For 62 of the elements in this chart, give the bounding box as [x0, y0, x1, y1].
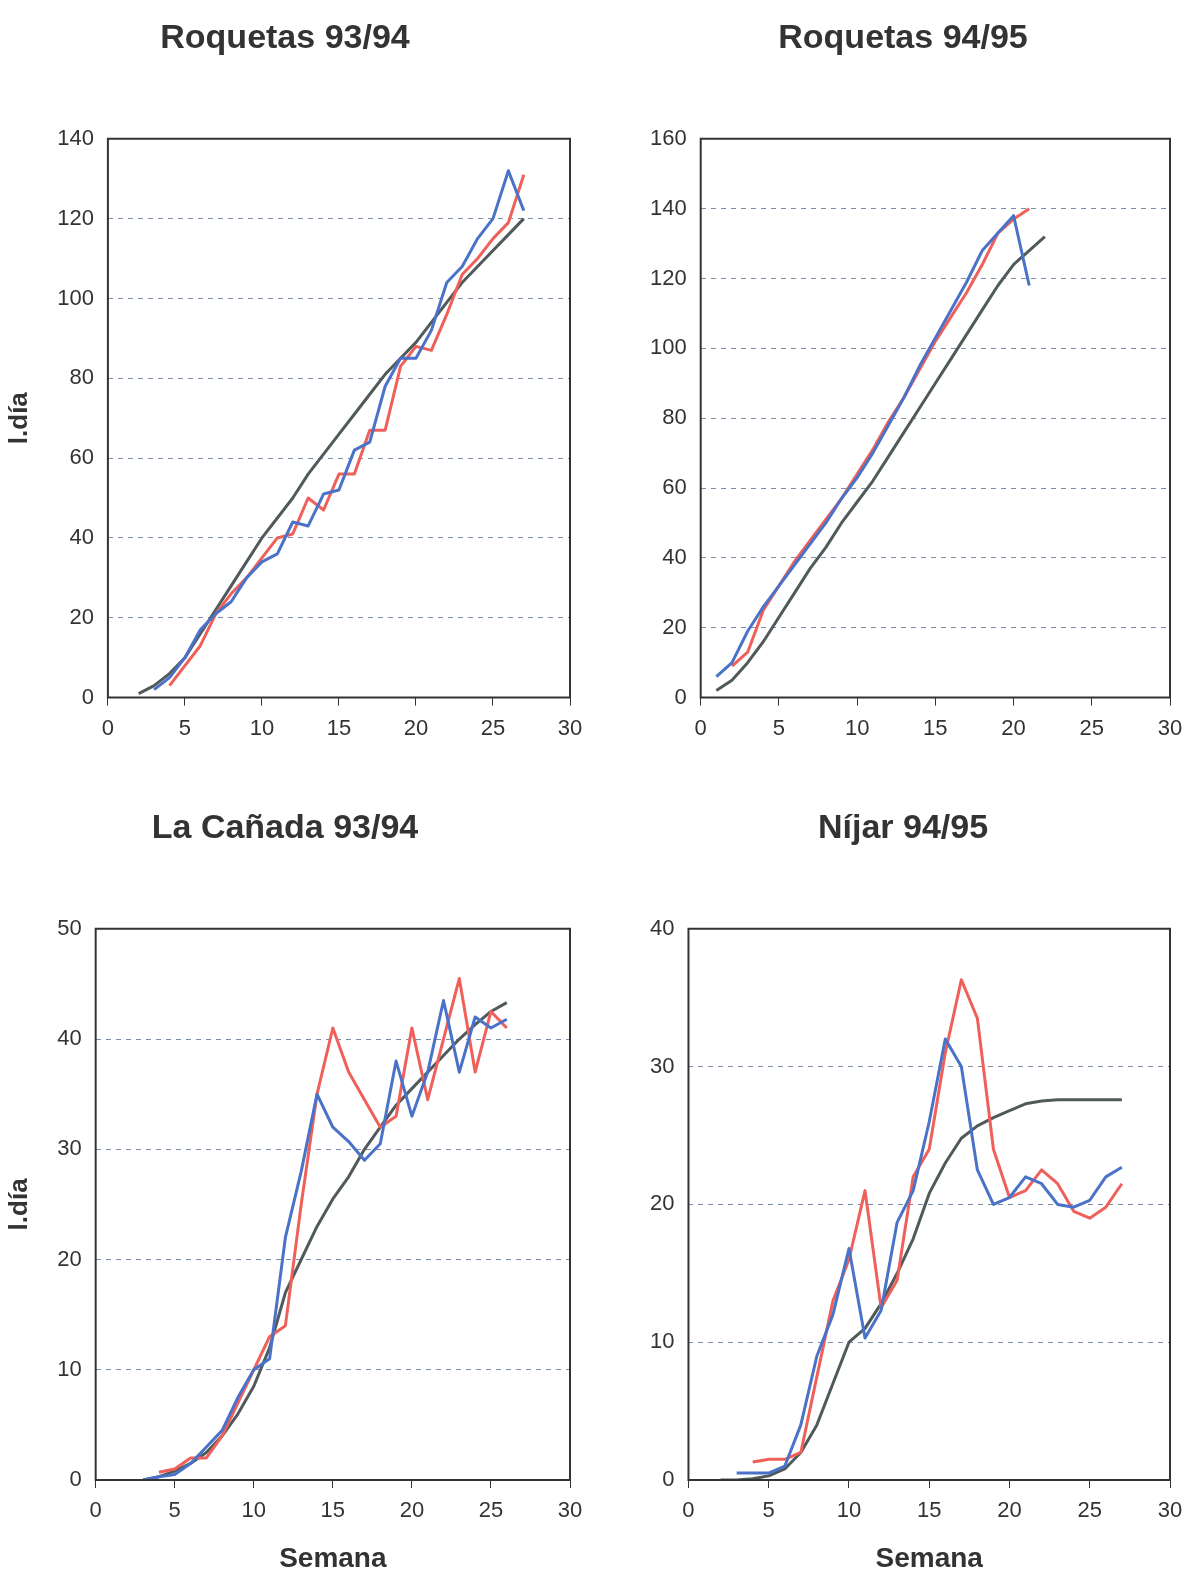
y-tick-label: 0 [662, 1466, 675, 1492]
y-tick-label: 0 [69, 1466, 82, 1492]
x-axis-title: Semana [875, 1541, 984, 1573]
y-tick-label: 30 [649, 1052, 675, 1078]
x-tick-label: 20 [1001, 714, 1026, 740]
x-tick-label: 20 [997, 1497, 1022, 1523]
y-tick-label: 120 [57, 204, 94, 230]
x-tick-label: 30 [1157, 714, 1183, 740]
x-tick-label: 25 [1077, 1497, 1102, 1523]
y-axis-title: l.día [2, 391, 33, 445]
y-tick-label: 140 [649, 194, 687, 220]
x-tick-label: 15 [923, 714, 948, 740]
y-tick-label: 100 [57, 284, 94, 310]
x-tick-label: 20 [399, 1497, 425, 1523]
y-tick-label: 140 [57, 124, 94, 150]
x-tick-label: 0 [101, 714, 115, 740]
chart-title: Níjar 94/95 [817, 806, 989, 845]
x-tick-label: 15 [320, 1497, 346, 1523]
y-tick-label: 30 [57, 1135, 82, 1161]
x-tick-label: 25 [1079, 714, 1105, 740]
y-tick-label: 0 [674, 683, 687, 709]
x-tick-label: 30 [1157, 1497, 1183, 1523]
y-tick-label: 20 [649, 1190, 675, 1216]
y-tick-label: 80 [662, 404, 687, 430]
x-tick-label: 20 [403, 714, 429, 740]
x-tick-label: 5 [772, 714, 786, 740]
x-tick-label: 30 [557, 714, 583, 740]
x-tick-label: 15 [326, 714, 352, 740]
y-tick-label: 20 [57, 1245, 82, 1271]
y-tick-label: 50 [57, 914, 82, 940]
x-tick-label: 5 [168, 1497, 181, 1523]
x-tick-label: 25 [478, 1497, 504, 1523]
chart-title: Roquetas 94/95 [778, 16, 1028, 55]
y-tick-label: 40 [649, 914, 675, 940]
x-tick-label: 30 [557, 1497, 583, 1523]
x-tick-label: 5 [762, 1497, 775, 1523]
x-tick-label: 10 [836, 1497, 862, 1523]
x-tick-label: 0 [694, 714, 707, 740]
y-tick-label: 20 [662, 613, 687, 639]
y-tick-label: 160 [649, 124, 687, 150]
x-tick-label: 10 [844, 714, 870, 740]
y-tick-label: 10 [57, 1355, 82, 1381]
y-tick-label: 10 [649, 1328, 675, 1354]
y-tick-label: 40 [662, 543, 687, 569]
y-tick-label: 0 [81, 683, 94, 709]
x-axis-title: Semana [279, 1541, 387, 1573]
y-tick-label: 120 [649, 264, 687, 290]
x-tick-label: 25 [480, 714, 506, 740]
chart-title: Roquetas 93/94 [160, 16, 410, 55]
y-tick-label: 60 [69, 444, 94, 470]
x-tick-label: 10 [241, 1497, 267, 1523]
y-tick-label: 20 [69, 603, 94, 629]
y-tick-label: 100 [649, 334, 687, 360]
x-tick-label: 5 [178, 714, 192, 740]
y-tick-label: 40 [69, 524, 94, 550]
y-tick-label: 80 [69, 364, 94, 390]
chart-title: La Cañada 93/94 [151, 806, 419, 845]
x-tick-label: 10 [249, 714, 275, 740]
y-axis-title: l.día [2, 1177, 33, 1231]
y-tick-label: 40 [57, 1025, 82, 1051]
y-tick-label: 60 [662, 474, 687, 500]
x-tick-label: 15 [916, 1497, 942, 1523]
